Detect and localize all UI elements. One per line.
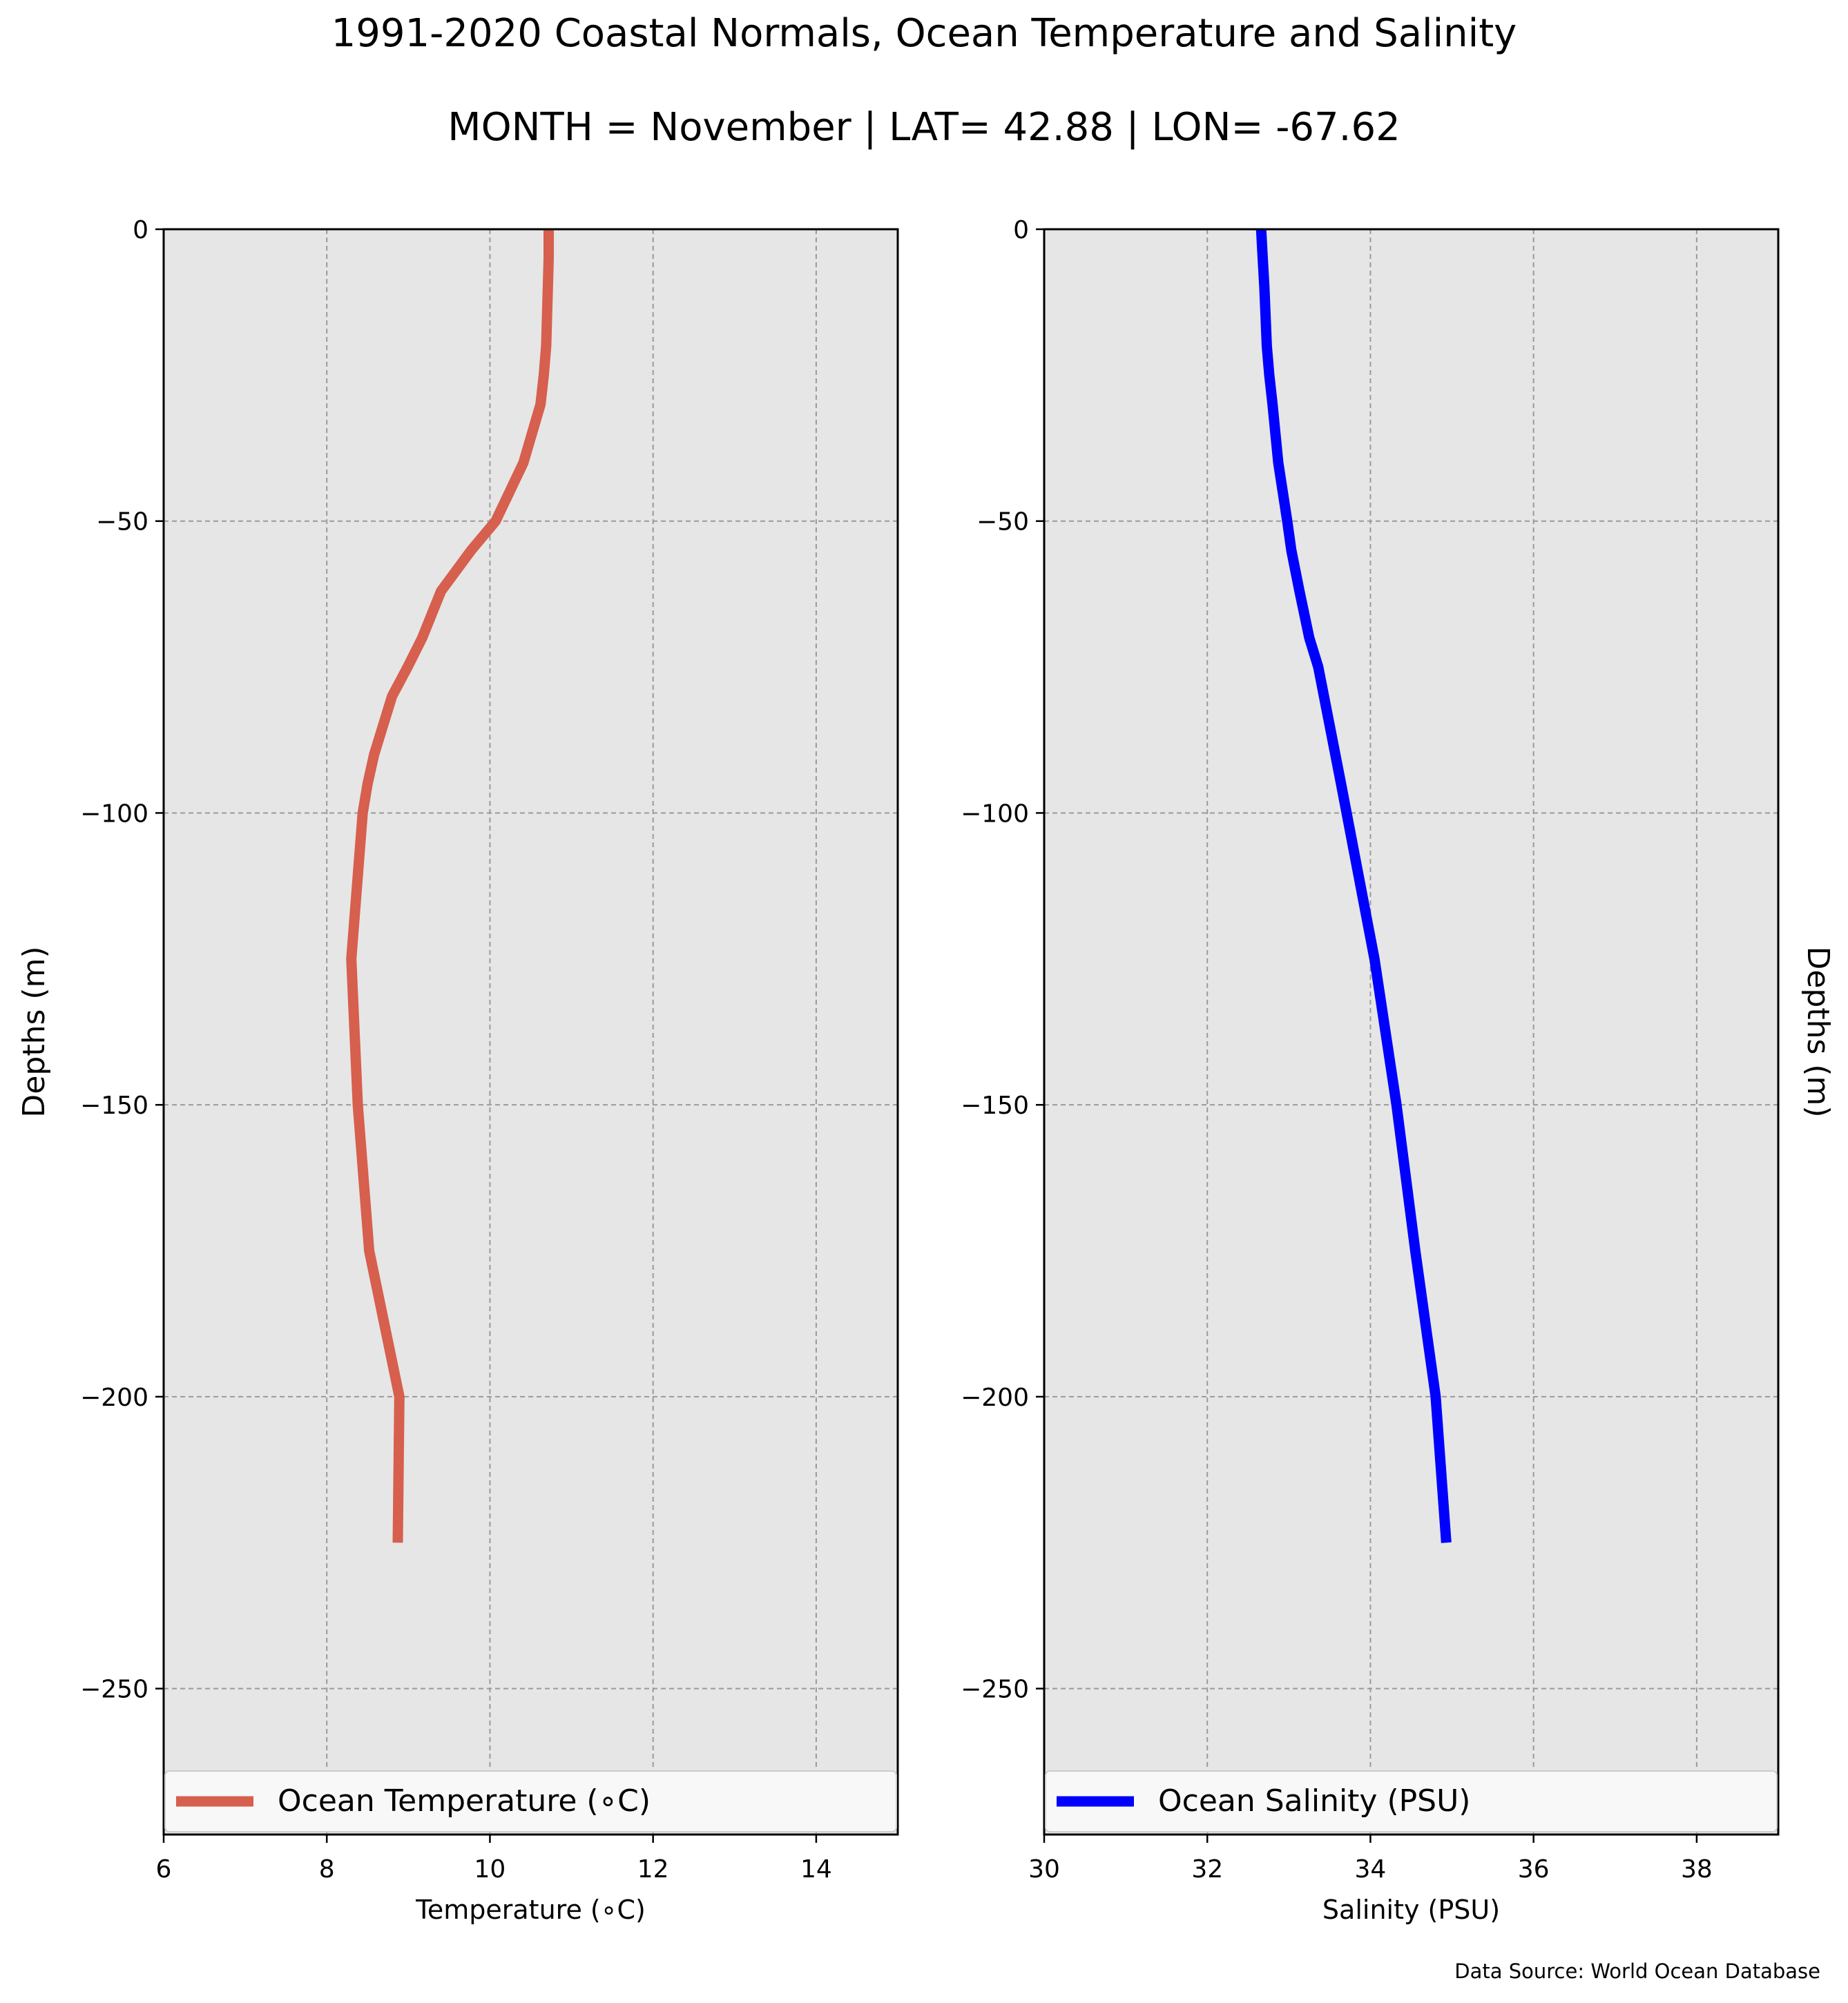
y-tick-label: 0: [1013, 216, 1029, 244]
legend: Ocean Temperature (∘C): [164, 1770, 897, 1832]
y-tick-label: 0: [133, 216, 148, 244]
y-tick-label: −100: [80, 800, 148, 828]
x-axis-label: Temperature (∘C): [415, 1895, 646, 1925]
series-line: [346, 229, 554, 1543]
y-tick-label: −50: [96, 508, 148, 536]
x-tick-label: 34: [1355, 1855, 1387, 1884]
plot-area: [1044, 229, 1778, 1835]
legend-label: Ocean Temperature (∘C): [278, 1783, 651, 1819]
x-tick-label: 32: [1191, 1855, 1223, 1884]
x-axis-label: Salinity (PSU): [1322, 1895, 1500, 1925]
plot-area: [164, 229, 898, 1835]
axes-frame: [1043, 228, 1780, 1836]
legend-label: Ocean Salinity (PSU): [1158, 1783, 1470, 1819]
legend-box: [164, 1770, 897, 1832]
x-tick-label: 12: [637, 1855, 669, 1884]
y-axis-label: Depths (m): [17, 946, 52, 1117]
legend-box: [1045, 1770, 1778, 1832]
x-tick-label: 38: [1681, 1855, 1713, 1884]
x-tick-label: 10: [474, 1855, 506, 1884]
y-tick-label: −100: [961, 800, 1029, 828]
chart-subtitle: MONTH = November | LAT= 42.88 | LON= -67…: [447, 105, 1401, 150]
chart-panel-2: 30 32 34 36 38 0 −50 −100 −150 −200 −250 Salinity (…: [961, 216, 1836, 1925]
x-tick-label: 36: [1518, 1855, 1550, 1884]
legend: Ocean Salinity (PSU): [1045, 1770, 1778, 1832]
y-tick-label: −50: [976, 508, 1029, 536]
x-tick-label: 6: [156, 1855, 172, 1884]
chart-panel-1: 6 8 10 12 14 0 −50 −100 −150 −200 −250 Temperature …: [17, 216, 899, 1925]
y-tick-label: −200: [961, 1384, 1029, 1412]
y-tick-label: −200: [80, 1384, 148, 1412]
y-tick-label: −150: [961, 1092, 1029, 1120]
x-tick-label: 8: [319, 1855, 335, 1884]
y-tick-label: −250: [80, 1676, 148, 1704]
x-tick-label: 14: [800, 1855, 832, 1884]
y-tick-label: −150: [80, 1092, 148, 1120]
y-tick-label: −250: [961, 1676, 1029, 1704]
x-tick-label: 30: [1028, 1855, 1060, 1884]
y-axis-label: Depths (m): [1800, 946, 1836, 1117]
series-line: [1255, 229, 1452, 1543]
chart-title: 1991-2020 Coastal Normals, Ocean Tempera…: [331, 11, 1517, 56]
data-source-note: Data Source: World Ocean Database: [1454, 1960, 1820, 1983]
axes-frame: [162, 228, 899, 1836]
